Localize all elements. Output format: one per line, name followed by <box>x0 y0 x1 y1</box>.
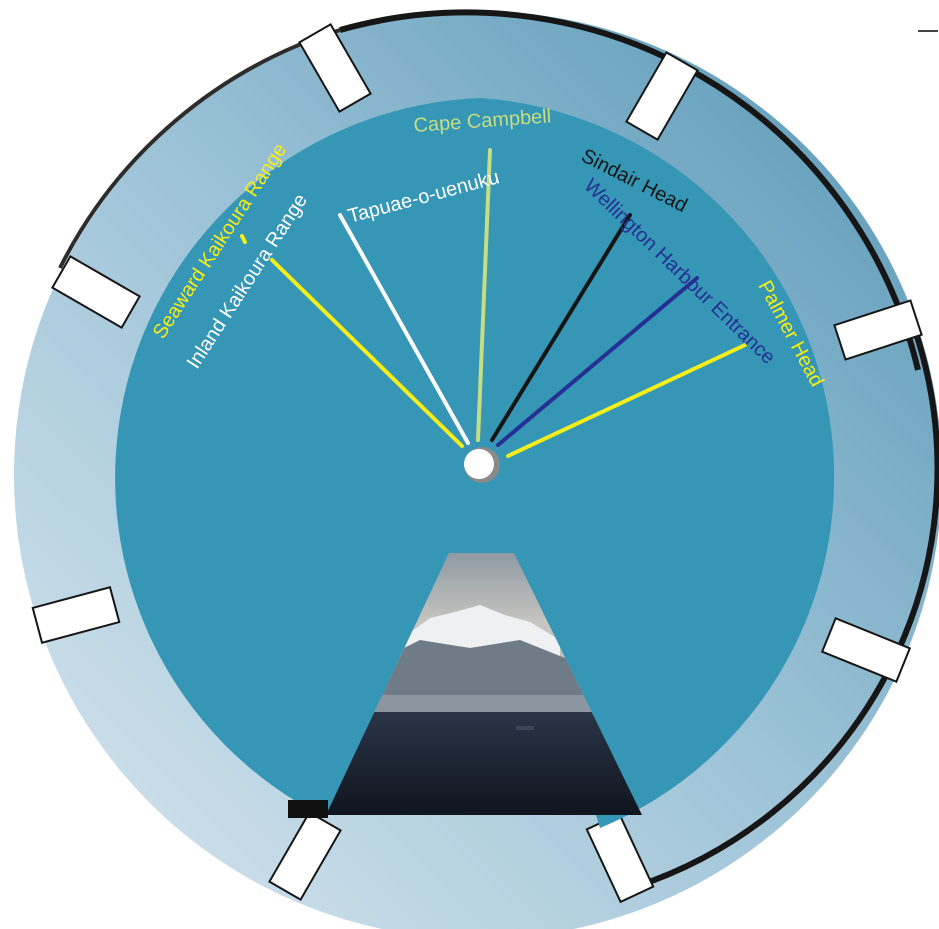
ring-tick <box>50 255 142 329</box>
line-cape-campbell <box>476 148 492 442</box>
minimize-icon[interactable] <box>918 30 938 32</box>
ring-tick <box>833 299 923 361</box>
bearing-lines <box>240 148 747 458</box>
hub <box>464 449 494 479</box>
ring-tick <box>31 586 121 644</box>
line-palmer-head <box>506 343 747 458</box>
line-sindair-head <box>490 213 632 442</box>
ring-tick <box>298 22 372 114</box>
ring-rim-top <box>339 9 921 371</box>
sea <box>326 712 642 815</box>
ring-tick <box>268 810 342 902</box>
line-wellington-harbour <box>496 276 699 447</box>
line-inland-kaikoura <box>338 213 470 445</box>
ring-tick <box>820 617 912 683</box>
line-seaward-kaikoura <box>270 258 464 448</box>
ring-tick <box>625 50 699 142</box>
ship <box>516 726 534 730</box>
mountain-range <box>360 640 620 700</box>
